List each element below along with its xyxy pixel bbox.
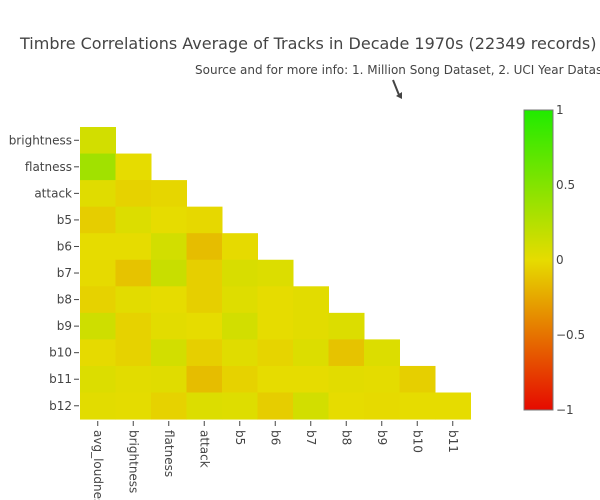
heatmap-cell[interactable] (80, 127, 116, 155)
heatmap-cell[interactable] (115, 365, 152, 393)
heatmap-cell[interactable] (186, 365, 223, 393)
heatmap-cell[interactable] (151, 365, 187, 393)
heatmap-cell[interactable] (186, 233, 223, 261)
heatmap-cell[interactable] (257, 259, 294, 287)
x-tick-label: b5 (233, 430, 247, 445)
heatmap-cell[interactable] (151, 206, 187, 234)
heatmap-cell[interactable] (364, 392, 400, 420)
x-tick-label: avg_loudness (91, 430, 105, 500)
source-annotation: Source and for more info: 1. Million Son… (195, 63, 600, 77)
heatmap-cell[interactable] (151, 392, 187, 420)
heatmap-cell[interactable] (151, 339, 187, 367)
heatmap-cell[interactable] (293, 312, 329, 340)
heatmap-cell[interactable] (186, 312, 223, 340)
heatmap-cell[interactable] (115, 259, 152, 287)
heatmap-cell[interactable] (257, 392, 294, 420)
colorbar-tick-label: −1 (556, 403, 574, 417)
heatmap-cell[interactable] (115, 206, 152, 234)
heatmap-cell[interactable] (435, 392, 471, 420)
heatmap-cell[interactable] (328, 312, 365, 340)
heatmap-cell[interactable] (151, 233, 187, 261)
heatmap-cell[interactable] (80, 339, 116, 367)
heatmap-cell[interactable] (293, 339, 329, 367)
heatmap-cell[interactable] (222, 365, 258, 393)
y-tick-label: attack (34, 186, 72, 200)
heatmap-cell[interactable] (222, 392, 258, 420)
heatmap-cell[interactable] (328, 339, 365, 367)
x-tick-label: b10 (410, 430, 424, 453)
heatmap-cell[interactable] (115, 312, 152, 340)
heatmap-cell[interactable] (115, 286, 152, 314)
y-tick-label: b7 (57, 266, 72, 280)
heatmap-cell[interactable] (80, 392, 116, 420)
x-tick-label: flatness (162, 430, 176, 477)
heatmap-cell[interactable] (151, 286, 187, 314)
heatmap-cell[interactable] (80, 312, 116, 340)
y-tick-label: b9 (57, 319, 72, 333)
y-tick-label: flatness (25, 160, 72, 174)
x-tick-label: b9 (375, 430, 389, 445)
heatmap-cell[interactable] (257, 312, 294, 340)
heatmap-cell[interactable] (186, 286, 223, 314)
heatmap-cell[interactable] (115, 392, 152, 420)
y-tick-label: b8 (57, 293, 72, 307)
annotation-arrow (392, 79, 402, 99)
y-tick-label: brightness (9, 133, 72, 147)
colorbar-tick-label: 0 (556, 253, 564, 267)
heatmap-cell[interactable] (80, 153, 116, 181)
heatmap-cell[interactable] (222, 233, 258, 261)
x-tick-label: b11 (446, 430, 460, 453)
chart-title-text: Timbre Correlations Average of Tracks in… (20, 34, 597, 53)
heatmap-cell[interactable] (115, 180, 152, 208)
heatmap-cell[interactable] (222, 286, 258, 314)
colorbar-tick-label: −0.5 (556, 328, 585, 342)
colorbar-tick-label: 1 (556, 103, 564, 117)
heatmap-cell[interactable] (186, 392, 223, 420)
heatmap-cell[interactable] (257, 339, 294, 367)
heatmap-cell[interactable] (222, 259, 258, 287)
heatmap-cell[interactable] (115, 233, 152, 261)
x-tick-label: b6 (268, 430, 282, 445)
heatmap-cell[interactable] (364, 365, 400, 393)
heatmap-cell[interactable] (80, 286, 116, 314)
heatmap-cell[interactable] (293, 392, 329, 420)
heatmap-cell[interactable] (399, 392, 436, 420)
heatmap-cell[interactable] (115, 339, 152, 367)
heatmap-cell[interactable] (151, 312, 187, 340)
y-tick-label: b12 (49, 399, 72, 413)
y-tick-label: b6 (57, 239, 72, 253)
heatmap-cell[interactable] (186, 339, 223, 367)
heatmap-cell[interactable] (222, 312, 258, 340)
heatmap-cell[interactable] (151, 259, 187, 287)
heatmap-cell[interactable] (80, 180, 116, 208)
heatmap-cell[interactable] (257, 365, 294, 393)
heatmap-cell[interactable] (80, 365, 116, 393)
heatmap-cell[interactable] (328, 392, 365, 420)
heatmap-cell[interactable] (257, 286, 294, 314)
heatmap-cell[interactable] (222, 339, 258, 367)
x-tick-label: b7 (304, 430, 318, 445)
heatmap-cell[interactable] (293, 286, 329, 314)
heatmap-cell[interactable] (115, 153, 152, 181)
y-tick-label: b5 (57, 213, 72, 227)
colorbar (523, 109, 554, 411)
x-tick-label: brightness (126, 430, 140, 493)
heatmap-cell[interactable] (399, 365, 436, 393)
heatmap-cell[interactable] (364, 339, 400, 367)
heatmap-cell[interactable] (186, 259, 223, 287)
colorbar-tick-label: 0.5 (556, 178, 575, 192)
heatmap-cell[interactable] (80, 206, 116, 234)
x-tick-label: attack (197, 430, 211, 468)
heatmap-cell[interactable] (293, 365, 329, 393)
x-tick-label: b8 (339, 430, 353, 445)
heatmap-cell[interactable] (80, 259, 116, 287)
heatmap-cell[interactable] (328, 365, 365, 393)
y-tick-label: b11 (49, 372, 72, 386)
heatmap-cell[interactable] (151, 180, 187, 208)
heatmap-cell[interactable] (186, 206, 223, 234)
y-tick-label: b10 (49, 346, 72, 360)
heatmap-cell[interactable] (80, 233, 116, 261)
